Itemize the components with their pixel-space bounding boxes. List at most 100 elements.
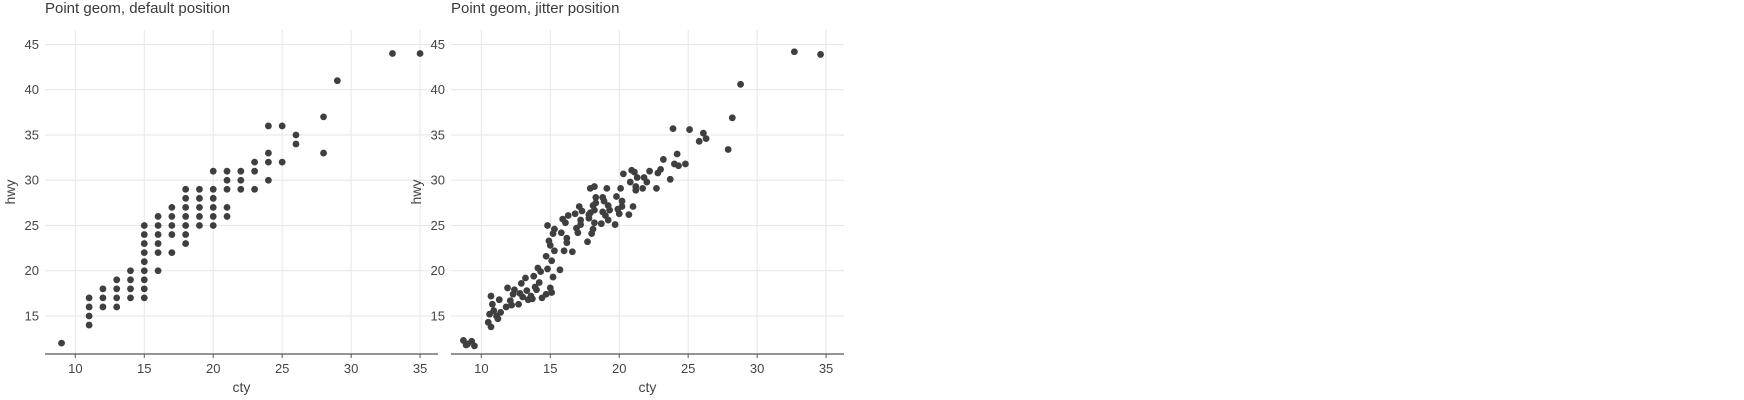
data-point: [544, 222, 551, 229]
points: [460, 48, 824, 350]
data-point: [127, 267, 134, 275]
data-point: [654, 169, 662, 177]
data-point: [666, 175, 674, 183]
data-point: [223, 185, 231, 193]
data-point: [140, 285, 148, 293]
data-point: [140, 231, 148, 238]
x-tick-label: 25: [681, 361, 695, 376]
y-tick-label: 30: [431, 173, 445, 188]
data-point: [695, 137, 703, 145]
data-point: [790, 48, 798, 56]
data-point: [563, 234, 571, 242]
data-point: [702, 135, 710, 143]
data-point: [196, 203, 203, 211]
data-point: [673, 150, 681, 158]
data-point: [168, 203, 176, 211]
data-point: [628, 166, 636, 174]
data-point: [537, 268, 545, 276]
data-point: [140, 240, 148, 247]
y-tick-label: 20: [431, 263, 445, 278]
y-tick-label: 35: [431, 127, 445, 142]
data-point: [209, 203, 217, 211]
y-axis-label: hwy: [2, 180, 18, 205]
data-point: [182, 240, 190, 247]
data-point: [597, 220, 605, 228]
data-point: [113, 285, 121, 293]
data-point: [497, 308, 505, 316]
data-point: [223, 176, 231, 184]
data-point: [502, 303, 510, 311]
data-point: [564, 212, 572, 219]
data-point: [487, 292, 495, 300]
data-point: [154, 240, 162, 247]
data-point: [535, 279, 543, 286]
data-point: [182, 194, 190, 202]
data-point: [629, 203, 637, 210]
data-point: [646, 167, 653, 175]
data-point: [85, 321, 93, 329]
data-point: [542, 290, 550, 298]
data-point: [546, 241, 554, 249]
data-point: [113, 276, 121, 284]
data-point: [542, 252, 550, 260]
data-point: [584, 238, 591, 246]
data-point: [127, 294, 134, 302]
data-point: [140, 249, 148, 257]
data-point: [494, 315, 502, 323]
data-point: [599, 208, 607, 216]
data-point: [585, 214, 593, 222]
data-point: [251, 185, 258, 193]
data-point: [530, 272, 538, 280]
y-tick-label: 45: [431, 37, 445, 52]
data-point: [523, 287, 531, 295]
x-tick-label: 25: [275, 361, 289, 376]
y-tick-label: 15: [25, 308, 39, 323]
data-point: [557, 229, 565, 237]
data-point: [320, 113, 327, 121]
data-point: [237, 185, 245, 193]
data-point: [292, 140, 300, 148]
data-point: [488, 300, 496, 308]
data-point: [659, 156, 667, 163]
data-point: [626, 178, 634, 186]
y-tick-label: 40: [25, 82, 39, 97]
data-point: [196, 213, 203, 220]
data-point: [578, 207, 586, 215]
data-point: [618, 197, 626, 205]
data-point: [196, 194, 203, 202]
data-point: [614, 205, 622, 213]
data-point: [633, 174, 641, 181]
data-point: [168, 222, 176, 229]
data-point: [516, 289, 524, 297]
data-point: [264, 149, 272, 157]
data-point: [182, 231, 190, 238]
data-point: [487, 323, 495, 331]
y-tick-label: 35: [25, 127, 39, 142]
data-point: [292, 131, 300, 139]
data-point: [560, 247, 568, 255]
data-point: [99, 294, 107, 302]
data-point: [544, 265, 551, 273]
data-point: [264, 122, 272, 130]
data-point: [99, 285, 107, 293]
data-point: [389, 50, 396, 57]
y-tick-label: 25: [25, 218, 39, 233]
data-point: [140, 258, 148, 266]
y-tick-label: 30: [25, 173, 39, 188]
x-tick-label: 30: [344, 361, 358, 376]
data-point: [209, 222, 217, 229]
data-point: [140, 294, 148, 302]
data-point: [471, 342, 478, 350]
data-point: [573, 224, 580, 232]
data-point: [237, 176, 245, 184]
data-point: [639, 184, 647, 192]
grid: [451, 30, 844, 354]
data-point: [209, 213, 217, 220]
data-point: [264, 158, 272, 166]
data-point: [589, 225, 597, 233]
data-point: [223, 213, 231, 220]
y-axis-label: hwy: [408, 180, 424, 205]
data-point: [592, 199, 600, 207]
data-point: [632, 183, 640, 190]
data-point: [606, 206, 613, 214]
